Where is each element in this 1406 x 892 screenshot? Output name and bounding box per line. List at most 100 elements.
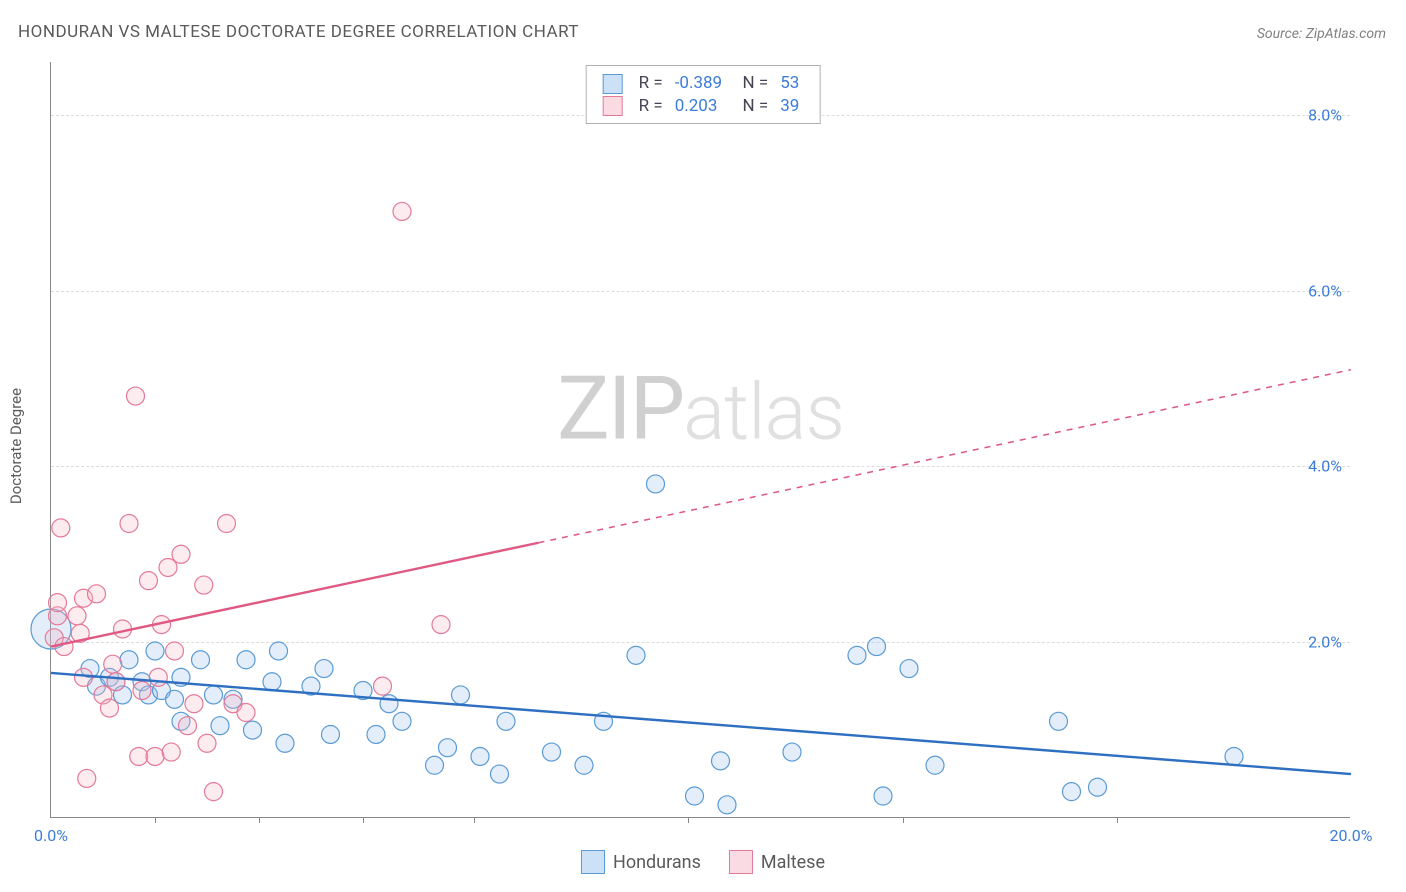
trend-line	[51, 543, 539, 647]
x-tick	[259, 817, 260, 823]
legend-swatch	[603, 74, 623, 94]
data-point	[130, 747, 148, 765]
data-point	[471, 747, 489, 765]
x-tick-label: 20.0%	[1330, 826, 1373, 845]
data-point	[1063, 783, 1081, 801]
data-point	[1089, 778, 1107, 796]
data-point	[198, 734, 216, 752]
data-point	[166, 642, 184, 660]
data-point	[120, 515, 138, 533]
data-point	[926, 756, 944, 774]
data-point	[211, 717, 229, 735]
data-point	[393, 202, 411, 220]
data-point	[848, 646, 866, 664]
x-tick-label: 0.0%	[34, 826, 68, 845]
legend-swatch	[581, 850, 605, 874]
data-point	[497, 712, 515, 730]
source-label: Source: ZipAtlas.com	[1257, 26, 1386, 42]
x-tick	[1117, 817, 1118, 823]
data-point	[133, 682, 151, 700]
data-point	[162, 743, 180, 761]
legend-label: Hondurans	[613, 852, 701, 873]
data-point	[439, 739, 457, 757]
data-point	[49, 594, 67, 612]
data-point	[195, 576, 213, 594]
data-point	[393, 712, 411, 730]
x-tick	[474, 817, 475, 823]
x-tick	[363, 817, 364, 823]
data-point	[452, 686, 470, 704]
chart-svg	[51, 62, 1350, 817]
data-point	[244, 721, 262, 739]
data-point	[276, 734, 294, 752]
data-point	[491, 765, 509, 783]
x-tick	[155, 817, 156, 823]
data-point	[140, 572, 158, 590]
data-point	[543, 743, 561, 761]
r-label: R =	[633, 72, 669, 95]
data-point	[75, 668, 93, 686]
data-point	[205, 783, 223, 801]
n-label: N =	[728, 95, 774, 118]
data-point	[179, 717, 197, 735]
data-point	[647, 475, 665, 493]
data-point	[1225, 747, 1243, 765]
data-point	[146, 747, 164, 765]
data-point	[783, 743, 801, 761]
y-axis-title: Doctorate Degree	[7, 388, 25, 504]
legend-swatch	[603, 96, 623, 116]
trend-line-dashed	[539, 370, 1352, 543]
data-point	[237, 651, 255, 669]
r-label: R =	[633, 95, 669, 118]
data-point	[146, 642, 164, 660]
data-point	[192, 651, 210, 669]
data-point	[127, 387, 145, 405]
data-point	[68, 607, 86, 625]
x-tick	[903, 817, 904, 823]
r-value: -0.389	[669, 72, 728, 95]
data-point	[88, 585, 106, 603]
data-point	[380, 695, 398, 713]
series-legend: Hondurans Maltese	[581, 850, 825, 874]
data-point	[712, 752, 730, 770]
data-point	[1050, 712, 1068, 730]
data-point	[78, 769, 96, 787]
data-point	[575, 756, 593, 774]
data-point	[868, 638, 886, 656]
correlation-legend: R =-0.389 N =53R = 0.203 N =39	[586, 65, 821, 124]
plot-area: ZIPatlas 2.0%4.0%6.0%8.0%0.0%20.0%	[50, 62, 1350, 818]
data-point	[367, 725, 385, 743]
data-point	[374, 677, 392, 695]
data-point	[432, 616, 450, 634]
data-point	[627, 646, 645, 664]
legend-item: Hondurans	[581, 850, 701, 874]
chart-title: HONDURAN VS MALTESE DOCTORATE DEGREE COR…	[18, 22, 579, 42]
n-value: 39	[774, 95, 805, 118]
data-point	[159, 558, 177, 576]
data-point	[52, 519, 70, 537]
data-point	[107, 673, 125, 691]
data-point	[101, 699, 119, 717]
legend-item: Maltese	[729, 850, 825, 874]
data-point	[55, 638, 73, 656]
legend-label: Maltese	[761, 852, 825, 873]
x-tick	[688, 817, 689, 823]
data-point	[172, 545, 190, 563]
data-point	[322, 725, 340, 743]
data-point	[149, 668, 167, 686]
data-point	[270, 642, 288, 660]
data-point	[185, 695, 203, 713]
data-point	[263, 673, 281, 691]
data-point	[166, 690, 184, 708]
data-point	[686, 787, 704, 805]
data-point	[426, 756, 444, 774]
data-point	[874, 787, 892, 805]
data-point	[315, 660, 333, 678]
data-point	[104, 655, 122, 673]
data-point	[205, 686, 223, 704]
data-point	[237, 704, 255, 722]
legend-swatch	[729, 850, 753, 874]
data-point	[718, 796, 736, 814]
n-value: 53	[774, 72, 805, 95]
data-point	[900, 660, 918, 678]
